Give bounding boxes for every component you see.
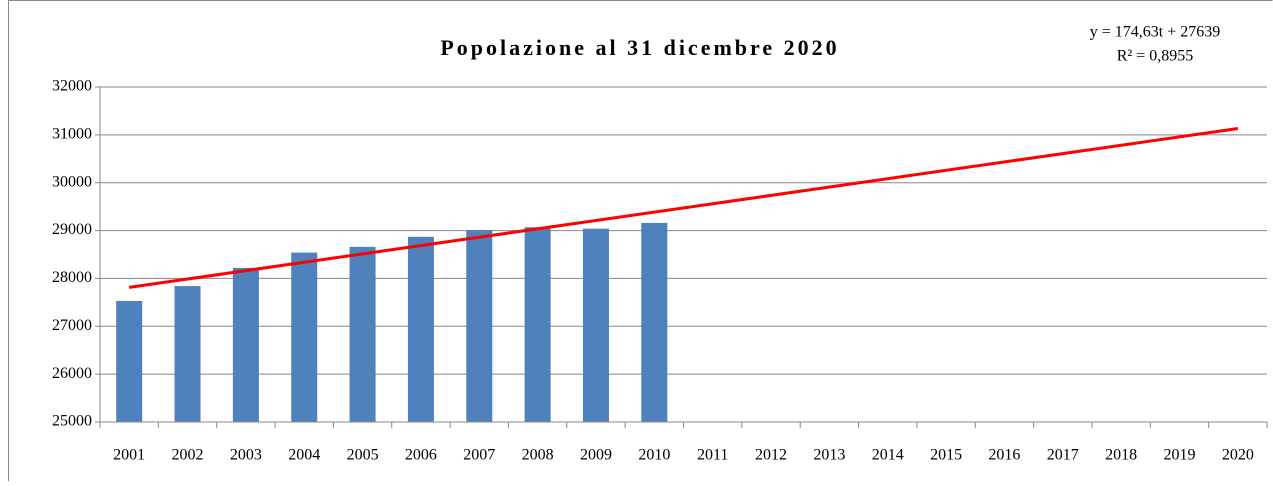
- x-tick-label: 2014: [872, 447, 904, 464]
- x-tick-label: 2008: [522, 447, 554, 464]
- annotation: y = 174,63t + 27639: [1090, 24, 1221, 41]
- x-tick-label: 2003: [230, 447, 262, 464]
- x-tick-label: 2017: [1047, 447, 1079, 464]
- x-tick-label: 2019: [1163, 447, 1195, 464]
- bar: [116, 300, 143, 422]
- x-tick-label: 2005: [347, 447, 379, 464]
- bar: [174, 286, 201, 422]
- bar: [291, 252, 318, 422]
- chart-border: [8, 0, 1273, 481]
- bar: [641, 222, 668, 422]
- x-tick-label: 2013: [813, 447, 845, 464]
- x-tick-label: 2010: [638, 447, 670, 464]
- y-tick-label: 25000: [52, 413, 92, 430]
- y-tick-label: 28000: [52, 269, 92, 286]
- x-tick-label: 2006: [405, 447, 437, 464]
- chart-title: Popolazione al 31 dicembre 2020: [440, 35, 839, 60]
- y-tick-label: 32000: [52, 78, 92, 95]
- trendline: [128, 127, 1239, 289]
- x-tick-label: 2015: [930, 447, 962, 464]
- y-tick-label: 29000: [52, 221, 92, 238]
- y-tick-label: 30000: [52, 173, 92, 190]
- x-tick-label: 2012: [755, 447, 787, 464]
- x-tick-label: 2004: [288, 447, 320, 464]
- bar: [349, 246, 376, 422]
- y-tick-label: 27000: [52, 317, 92, 334]
- bar: [524, 227, 551, 422]
- x-tick-label: 2020: [1222, 447, 1254, 464]
- bar: [407, 236, 434, 422]
- y-tick-label: 26000: [52, 365, 92, 382]
- x-tick-label: 2001: [113, 447, 145, 464]
- x-tick-label: 2002: [172, 447, 204, 464]
- x-tick-label: 2011: [697, 447, 728, 464]
- annotation: R² = 0,8955: [1117, 48, 1194, 65]
- bar: [232, 267, 259, 422]
- x-tick-label: 2009: [580, 447, 612, 464]
- bar: [582, 228, 609, 422]
- x-tick-label: 2016: [988, 447, 1020, 464]
- x-tick-label: 2007: [463, 447, 495, 464]
- x-tick-label: 2018: [1105, 447, 1137, 464]
- bar: [466, 230, 493, 422]
- y-tick-label: 31000: [52, 126, 92, 143]
